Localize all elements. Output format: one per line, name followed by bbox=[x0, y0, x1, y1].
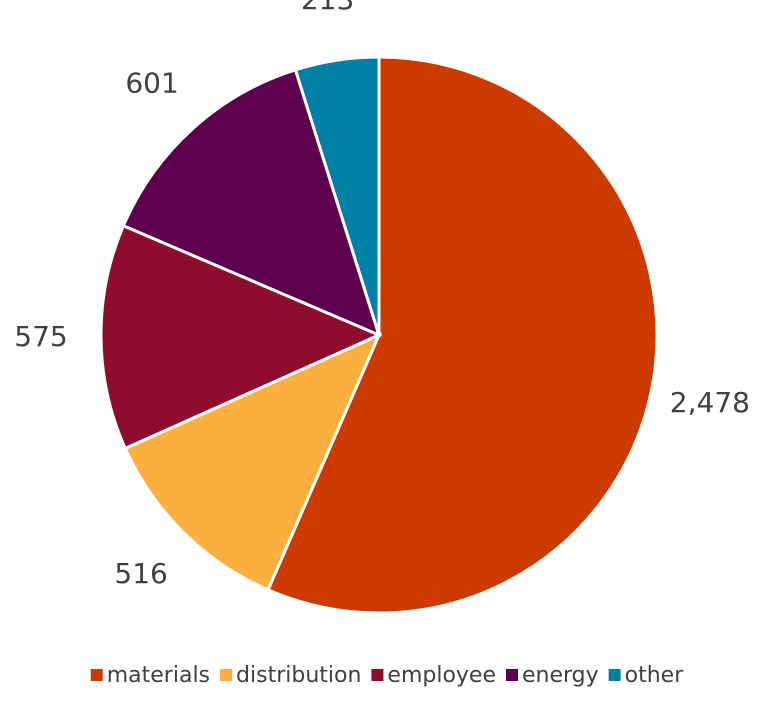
legend-label: energy bbox=[522, 663, 599, 688]
data-label: 516 bbox=[114, 557, 167, 590]
data-label: 575 bbox=[14, 320, 67, 353]
legend-swatch bbox=[608, 669, 621, 681]
pie-slice bbox=[99, 223, 383, 451]
legend-swatch bbox=[371, 669, 384, 681]
pie-slice bbox=[293, 55, 381, 336]
legend-swatch bbox=[90, 669, 103, 681]
legend-label: materials bbox=[107, 663, 210, 688]
legend-label: distribution bbox=[236, 663, 361, 688]
data-label: 213 bbox=[301, 0, 354, 16]
legend: materials distribution employee energy other bbox=[90, 663, 685, 688]
legend-label: other bbox=[625, 663, 685, 688]
data-label: 2,478 bbox=[670, 386, 750, 419]
data-label: 601 bbox=[125, 67, 178, 100]
legend-swatch bbox=[220, 669, 233, 681]
legend-label: employee bbox=[387, 663, 496, 688]
legend-swatch bbox=[506, 669, 518, 681]
pie-slice bbox=[266, 55, 659, 615]
pie-slice bbox=[123, 332, 382, 592]
